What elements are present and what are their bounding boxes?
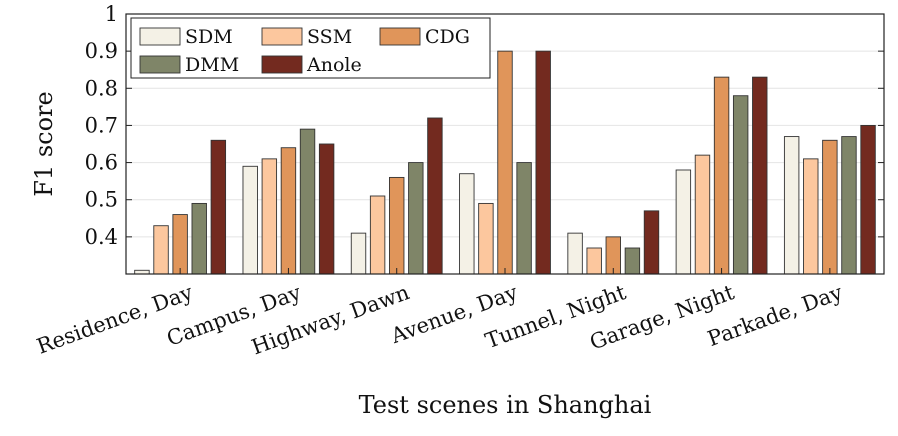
legend-label-dmm: DMM <box>185 54 239 76</box>
bar-ssm-7 <box>803 158 819 275</box>
bar-dmm-1 <box>191 202 207 275</box>
legend-label-ssm: SSM <box>307 26 352 48</box>
bar-cdg-2 <box>280 147 297 275</box>
bar-dmm-3 <box>408 162 424 275</box>
bar-ssm-1 <box>153 225 169 275</box>
bar-sdm-4 <box>459 173 475 275</box>
legend: SDM SSM CDG DMM Anole <box>130 17 491 79</box>
legend-swatch-anole <box>261 55 303 74</box>
bar-anole-6 <box>752 76 768 275</box>
bar-ssm-5 <box>586 247 602 275</box>
y-tick-label: 0.8 <box>85 76 118 100</box>
bar-dmm-7 <box>841 136 857 275</box>
y-tick-label: 0.4 <box>85 225 118 249</box>
y-axis: 0.4 0.5 0.6 0.7 0.8 0.9 1 <box>85 2 884 249</box>
bar-cdg-1 <box>172 214 188 275</box>
legend-label-cdg: CDG <box>425 26 470 48</box>
bar-ssm-2 <box>261 158 278 275</box>
bar-dmm-2 <box>299 128 316 275</box>
y-axis-label: F1 score <box>30 91 58 196</box>
bar-sdm-3 <box>350 232 367 275</box>
bar-cdg-6 <box>713 76 730 275</box>
bar-sdm-6 <box>675 169 692 275</box>
x-axis-label: Test scenes in Shanghai <box>359 391 652 419</box>
bars-layer <box>134 50 876 275</box>
bar-cdg-7 <box>822 139 838 275</box>
legend-label-anole: Anole <box>306 54 362 76</box>
bar-sdm-2 <box>242 165 258 275</box>
bar-anole-3 <box>427 117 443 275</box>
bar-anole-7 <box>860 124 876 275</box>
bar-anole-1 <box>210 139 227 275</box>
legend-swatch-cdg <box>379 27 421 46</box>
y-tick-label: 0.5 <box>85 188 118 212</box>
y-tick-label: 1 <box>105 2 118 26</box>
bar-cdg-3 <box>389 176 405 275</box>
bar-cdg-4 <box>497 50 513 275</box>
bar-dmm-4 <box>516 162 532 275</box>
legend-label-sdm: SDM <box>185 26 233 48</box>
y-tick-label: 0.9 <box>85 39 118 63</box>
legend-box <box>130 17 491 79</box>
bar-sdm-7 <box>783 136 800 275</box>
bar-ssm-3 <box>369 195 386 275</box>
legend-swatch-sdm <box>139 27 181 46</box>
bar-dmm-5 <box>624 247 641 275</box>
bar-anole-5 <box>643 210 660 275</box>
bar-anole-2 <box>318 143 335 275</box>
y-tick-label: 0.6 <box>85 151 118 175</box>
legend-swatch-dmm <box>139 55 181 74</box>
y-tick-label: 0.7 <box>85 113 118 137</box>
bar-anole-4 <box>535 50 551 275</box>
bar-ssm-4 <box>478 202 494 275</box>
bar-dmm-6 <box>732 95 749 275</box>
bar-sdm-5 <box>567 232 583 275</box>
legend-swatch-ssm <box>261 27 303 46</box>
bar-ssm-6 <box>694 154 711 275</box>
